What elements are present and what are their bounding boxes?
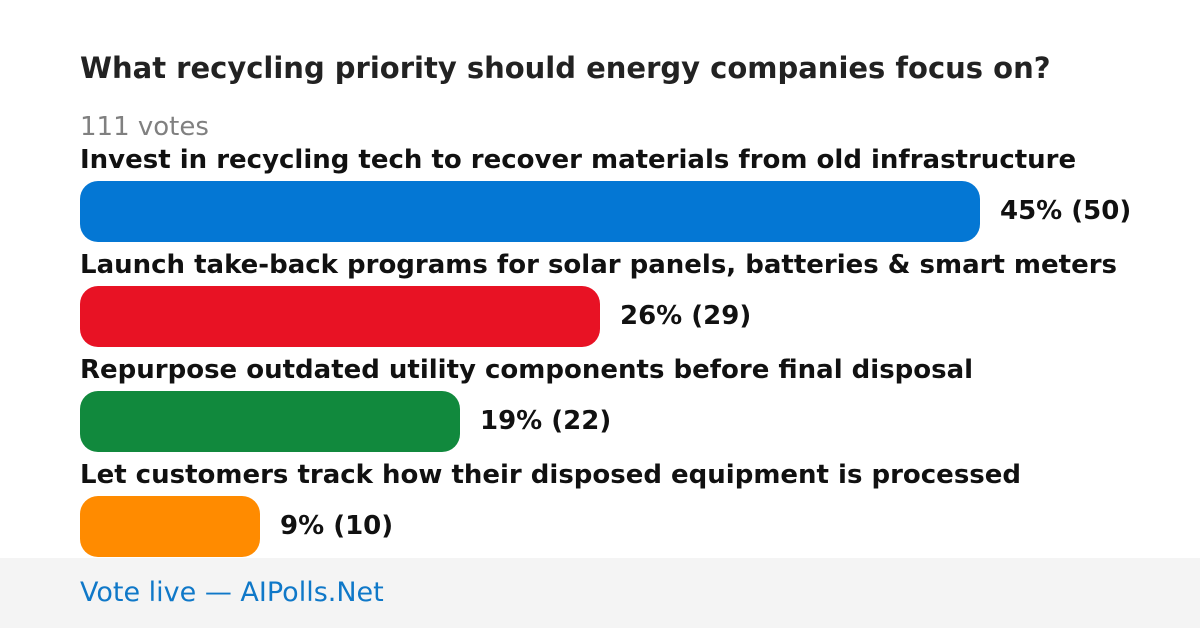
poll-option: Let customers track how their disposed e… — [80, 458, 1200, 558]
result-value: 19% (22) — [480, 406, 612, 436]
poll-option: Repurpose outdated utility components be… — [80, 353, 1200, 453]
option-label: Let customers track how their disposed e… — [80, 460, 1022, 490]
result-value: 9% (10) — [280, 511, 394, 541]
result-value: 45% (50) — [1000, 196, 1132, 226]
result-bar — [80, 391, 460, 452]
vote-live-link[interactable]: Vote live — AIPolls.Net — [80, 577, 384, 608]
poll-option: Invest in recycling tech to recover mate… — [80, 143, 1200, 243]
option-label: Launch take-back programs for solar pane… — [80, 250, 1118, 280]
option-label: Invest in recycling tech to recover mate… — [80, 145, 1077, 175]
result-bar — [80, 496, 260, 557]
poll-option: Launch take-back programs for solar pane… — [80, 248, 1200, 348]
footer-bar: Vote live — AIPolls.Net — [0, 558, 1200, 628]
result-bar — [80, 286, 600, 347]
poll-question: What recycling priority should energy co… — [80, 51, 1051, 85]
result-value: 26% (29) — [620, 301, 752, 331]
result-bar — [80, 181, 980, 242]
option-label: Repurpose outdated utility components be… — [80, 355, 974, 385]
vote-count: 111 votes — [80, 112, 209, 142]
